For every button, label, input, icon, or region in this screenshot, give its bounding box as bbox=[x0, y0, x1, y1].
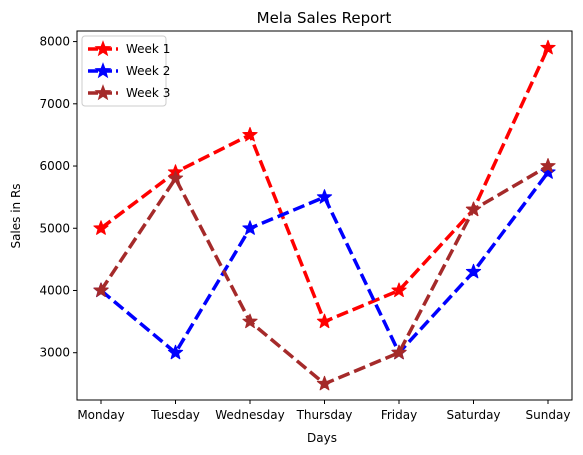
chart-title: Mela Sales Report bbox=[257, 9, 392, 27]
x-axis-label: Days bbox=[307, 431, 337, 445]
data-point-star bbox=[93, 220, 109, 235]
data-point-star bbox=[242, 126, 258, 142]
data-point-star bbox=[242, 220, 258, 235]
series-3 bbox=[93, 158, 556, 391]
legend-label: Week 2 bbox=[126, 64, 170, 78]
y-tick-label: 3000 bbox=[39, 346, 70, 360]
y-tick-label: 5000 bbox=[39, 221, 70, 235]
x-tick-label: Friday bbox=[381, 408, 417, 422]
data-point-star bbox=[465, 263, 482, 279]
data-point-star bbox=[242, 313, 258, 329]
data-point-star bbox=[540, 158, 556, 173]
y-tick-label: 4000 bbox=[39, 283, 70, 297]
legend-star-marker bbox=[94, 62, 112, 79]
legend-item: Week 3 bbox=[88, 84, 170, 101]
legend-star-marker bbox=[94, 84, 112, 101]
series-layer bbox=[93, 39, 556, 391]
x-tick-label: Sunday bbox=[526, 408, 571, 422]
legend-star-marker bbox=[94, 40, 112, 57]
legend: Week 1 Week 2 Week 3 bbox=[81, 35, 170, 107]
y-axis-label: Sales in Rs bbox=[9, 183, 23, 248]
x-tick-label: Saturday bbox=[446, 408, 500, 422]
y-tick-label: 8000 bbox=[39, 35, 70, 49]
data-point-star bbox=[391, 282, 407, 298]
series-2 bbox=[93, 164, 556, 360]
legend-label: Week 1 bbox=[126, 42, 170, 56]
data-point-star bbox=[167, 170, 184, 186]
y-tick-label: 6000 bbox=[39, 159, 70, 173]
plot-area bbox=[76, 30, 573, 401]
legend-label: Week 3 bbox=[126, 86, 170, 100]
data-point-star bbox=[540, 39, 556, 55]
legend-item: Week 1 bbox=[88, 40, 170, 57]
y-axis: 3000 4000 5000 6000 7000 8000 bbox=[39, 35, 77, 360]
legend-item: Week 2 bbox=[88, 62, 170, 79]
data-point-star bbox=[93, 282, 109, 298]
data-point-star bbox=[167, 344, 184, 360]
x-axis: Monday Tuesday Wednesday Thursday Friday Satu… bbox=[77, 400, 570, 422]
data-point-star bbox=[316, 313, 333, 329]
y-tick-label: 7000 bbox=[39, 97, 70, 111]
data-point-star bbox=[316, 189, 333, 204]
data-point-star bbox=[465, 201, 482, 217]
data-point-star bbox=[316, 375, 333, 391]
x-tick-label: Tuesday bbox=[150, 408, 200, 422]
data-point-star bbox=[391, 344, 407, 360]
x-tick-label: Wednesday bbox=[215, 408, 284, 422]
x-tick-label: Thursday bbox=[296, 408, 353, 422]
x-tick-label: Monday bbox=[77, 408, 124, 422]
